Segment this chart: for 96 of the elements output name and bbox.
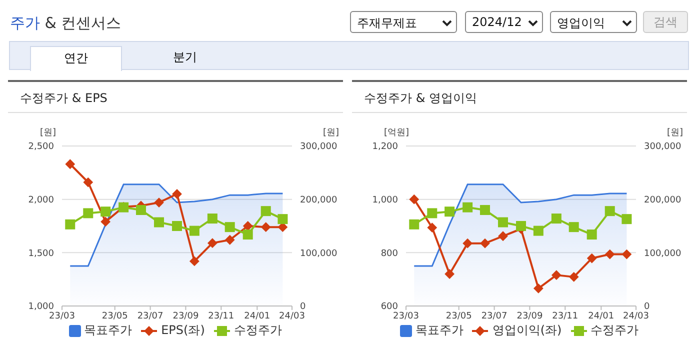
point (498, 217, 508, 228)
legend-label: 수정주가 (234, 322, 282, 339)
x-tick-label: 24/01 (244, 311, 270, 322)
point (260, 206, 271, 216)
text: 영업이익 (557, 15, 605, 32)
y-tick-label: 1,000 (28, 302, 54, 312)
y2-axis-title: [원] (322, 127, 339, 139)
point (100, 216, 111, 227)
point (533, 226, 544, 236)
x-tick-label: 23/07 (481, 311, 508, 322)
y2-tick-label: 200,000 (644, 196, 682, 206)
chart-title: 수정주가 & 영업이익 (364, 90, 477, 107)
legend-label: 수정주가 (590, 322, 639, 339)
point (409, 194, 420, 204)
y2-axis-title: [원] (666, 127, 683, 139)
y-tick-label: 2,000 (28, 196, 54, 206)
x-tick-label: 24/03 (279, 311, 305, 322)
legend-label: 목표주가 (84, 322, 132, 339)
y2-tick-label: 300,000 (300, 142, 338, 152)
legend-label: 영업이익(좌) (492, 322, 562, 339)
text: 2024/12 (472, 15, 522, 29)
point (278, 214, 288, 224)
text: 검색 (643, 11, 688, 33)
point (242, 221, 253, 231)
y-axis-title: [억원] (384, 127, 410, 139)
point (65, 159, 76, 170)
chart-title: 수정주가 & EPS (20, 90, 108, 107)
point (622, 249, 632, 260)
x-tick-label: 23/03 (49, 311, 75, 322)
point (586, 253, 597, 264)
point (242, 230, 253, 240)
text: 주가 & 컨센서스 (10, 14, 122, 33)
point (207, 238, 218, 248)
y-axis-title: [원] (40, 127, 56, 139)
point (100, 206, 111, 217)
point (498, 231, 508, 242)
y2-tick-label: 300,000 (644, 142, 682, 152)
point (224, 222, 235, 232)
point (622, 214, 632, 224)
point (480, 205, 490, 215)
point (172, 189, 182, 199)
point (136, 205, 146, 215)
x-tick-label: 23/05 (446, 311, 472, 322)
y-tick-label: 1,200 (372, 142, 398, 152)
y-tick-label: 2,500 (28, 142, 54, 152)
point (260, 222, 271, 232)
point (83, 177, 94, 188)
y2-tick-label: 0 (644, 302, 650, 312)
point (551, 214, 562, 224)
y-tick-label: 800 (380, 248, 398, 259)
x-tick-label: 23/11 (208, 311, 234, 322)
point (462, 238, 473, 248)
legend-label: EPS(좌) (161, 322, 205, 339)
point (444, 269, 455, 279)
y-tick-label: 1,000 (372, 196, 398, 206)
y2-tick-label: 100,000 (300, 248, 338, 259)
x-tick-label: 24/03 (623, 311, 649, 322)
text: 주재무제표 (357, 15, 417, 32)
point (154, 217, 164, 228)
point (83, 208, 94, 218)
point (568, 222, 579, 232)
y-tick-label: 1,500 (28, 248, 54, 259)
point (604, 206, 615, 216)
point (462, 202, 473, 212)
point (586, 230, 597, 240)
y2-tick-label: 0 (300, 302, 306, 312)
point (154, 198, 164, 208)
y2-tick-label: 100,000 (644, 248, 682, 259)
y2-tick-label: 200,000 (300, 196, 338, 206)
x-tick-label: 23/09 (172, 311, 199, 322)
point (224, 234, 235, 245)
x-tick-label: 23/05 (102, 311, 128, 322)
legend-label: 목표주가 (415, 322, 464, 339)
point (189, 256, 200, 266)
x-tick-label: 24/01 (588, 311, 614, 322)
point (427, 208, 438, 218)
point (480, 238, 490, 248)
point (207, 214, 218, 224)
point (533, 283, 544, 294)
x-tick-label: 23/07 (137, 311, 164, 322)
text: 연간 (30, 46, 122, 71)
y-tick-label: 600 (380, 302, 398, 312)
point (551, 270, 562, 280)
point (444, 206, 455, 217)
point (189, 226, 200, 236)
point (427, 222, 438, 233)
point (65, 219, 76, 230)
point (604, 249, 615, 260)
x-tick-label: 23/11 (552, 311, 578, 322)
point (516, 221, 526, 231)
x-tick-label: 23/09 (516, 311, 543, 322)
text: 분기 (172, 49, 198, 66)
point (172, 221, 182, 231)
x-tick-label: 23/03 (393, 311, 419, 322)
point (568, 272, 579, 282)
point (409, 219, 420, 230)
